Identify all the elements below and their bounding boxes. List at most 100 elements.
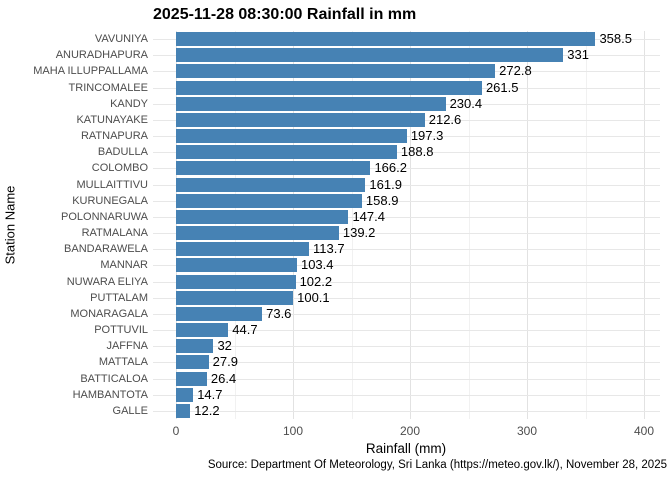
source-caption: Source: Department Of Meteorology, Sri L…	[207, 459, 667, 471]
bar	[176, 339, 214, 354]
y-axis-label: BANDARAWELA	[64, 243, 148, 256]
bar	[176, 258, 297, 273]
bar-value-label: 44.7	[232, 322, 258, 338]
bar-value-label: 14.7	[197, 386, 223, 402]
chart-title: 2025-11-28 08:30:00 Rainfall in mm	[153, 6, 417, 23]
y-axis-label: JAFFNA	[106, 340, 148, 353]
bar	[176, 96, 446, 111]
y-axis-label: COLOMBO	[91, 162, 148, 175]
y-category-gridline	[153, 410, 660, 412]
bar-value-label: 261.5	[485, 79, 519, 95]
bar-value-label: 331	[567, 47, 589, 63]
bar-value-label: 272.8	[499, 63, 532, 79]
y-axis-label: NUWARA ELIYA	[66, 275, 148, 288]
bar	[176, 112, 425, 127]
bar	[176, 403, 191, 418]
bar	[176, 193, 362, 208]
bar	[176, 306, 263, 321]
bar	[176, 161, 371, 176]
bar	[176, 274, 296, 289]
bar	[176, 226, 339, 241]
x-major-gridline	[293, 31, 294, 419]
y-category-gridline	[153, 249, 660, 251]
y-axis-label: HAMBANTOTA	[72, 388, 148, 401]
bar	[176, 32, 596, 47]
bar	[176, 371, 207, 386]
y-axis-label: KATUNAYAKE	[76, 113, 148, 126]
bar-value-label: 73.6	[266, 305, 292, 321]
y-category-gridline	[153, 200, 660, 202]
bar-value-label: 197.3	[410, 128, 444, 144]
bar	[176, 177, 366, 192]
y-category-gridline	[153, 297, 660, 299]
y-axis-label: RATMALANA	[81, 227, 148, 239]
bar-value-label: 161.9	[369, 176, 402, 192]
y-axis-label: MATTALA	[98, 356, 148, 369]
y-category-gridline	[153, 378, 660, 380]
plot-panel: 358.5 331 272.8 261.5 230.4 212.6 197.3 188.8 16…	[153, 31, 660, 419]
y-category-gridline	[153, 330, 660, 332]
y-category-gridline	[153, 152, 660, 154]
x-minor-gridline	[234, 31, 236, 419]
bar-value-label: 26.4	[210, 370, 237, 386]
y-axis-labels: VAVUNIYA ANURADHAPURA MAHA ILLUPPALLAMA TRI…	[0, 31, 148, 419]
y-category-gridline	[153, 362, 660, 364]
bar	[176, 242, 310, 257]
x-major-gridline	[410, 31, 411, 419]
bar-value-label: 158.9	[365, 192, 399, 208]
bar	[176, 145, 397, 160]
bar-value-label: 358.5	[599, 31, 632, 47]
y-axis-label: POTTUVIL	[94, 324, 148, 336]
y-axis-label: MONARAGALA	[70, 307, 148, 320]
y-axis-label: PUTTALAM	[90, 291, 148, 304]
y-category-gridline	[153, 265, 660, 267]
bar-value-label: 113.7	[313, 241, 345, 257]
x-major-gridline	[176, 31, 177, 419]
x-minor-gridline	[468, 31, 470, 419]
bar-value-label: 12.2	[194, 402, 220, 418]
y-axis-label: POLONNARUWA	[61, 210, 148, 223]
y-category-gridline	[153, 394, 660, 396]
x-axis-tick-label: 0	[172, 424, 180, 438]
y-axis-label: VAVUNIYA	[94, 33, 148, 45]
bar-value-label: 32	[217, 338, 232, 354]
y-axis-label: KURUNEGALA	[72, 194, 148, 207]
bar	[176, 290, 294, 305]
y-axis-label: BATTICALOA	[80, 372, 148, 385]
bar-value-label: 100.1	[297, 289, 330, 305]
bar-value-label: 139.2	[342, 225, 376, 241]
bar-value-label: 147.4	[352, 208, 385, 224]
y-axis-label: MULLAITTIVU	[76, 178, 148, 191]
x-axis-tick-label: 400	[633, 424, 655, 438]
bar-value-label: 230.4	[449, 95, 483, 111]
y-axis-label: TRINCOMALEE	[68, 81, 148, 94]
x-axis-title: Rainfall (mm)	[365, 441, 447, 456]
y-category-gridline	[153, 281, 660, 283]
bar-value-label: 188.8	[400, 144, 434, 160]
bar	[176, 355, 209, 370]
x-major-gridline	[644, 31, 645, 419]
x-minor-gridline	[351, 31, 353, 419]
bar-value-label: 102.2	[299, 273, 333, 289]
y-axis-label: BADULLA	[97, 146, 148, 159]
bar	[176, 64, 496, 79]
y-axis-label: MAHA ILLUPPALLAMA	[33, 65, 148, 78]
y-category-gridline	[153, 346, 660, 348]
y-axis-label: MANNAR	[100, 259, 148, 272]
bar	[176, 387, 194, 402]
x-major-gridline	[527, 31, 528, 419]
y-category-gridline	[153, 313, 660, 315]
x-minor-gridline	[585, 31, 587, 419]
bar-value-label: 212.6	[428, 111, 462, 127]
y-category-gridline	[153, 216, 660, 218]
bar-value-label: 27.9	[212, 354, 238, 370]
x-axis-tick-label: 200	[399, 424, 421, 438]
y-axis-label: GALLE	[112, 404, 148, 417]
bar	[176, 80, 482, 95]
x-axis-tick-label: 100	[282, 424, 304, 438]
y-axis-label: RATNAPURA	[80, 130, 148, 142]
y-category-gridline	[153, 184, 660, 186]
bar-value-label: 103.4	[300, 257, 334, 273]
bar	[176, 209, 349, 224]
